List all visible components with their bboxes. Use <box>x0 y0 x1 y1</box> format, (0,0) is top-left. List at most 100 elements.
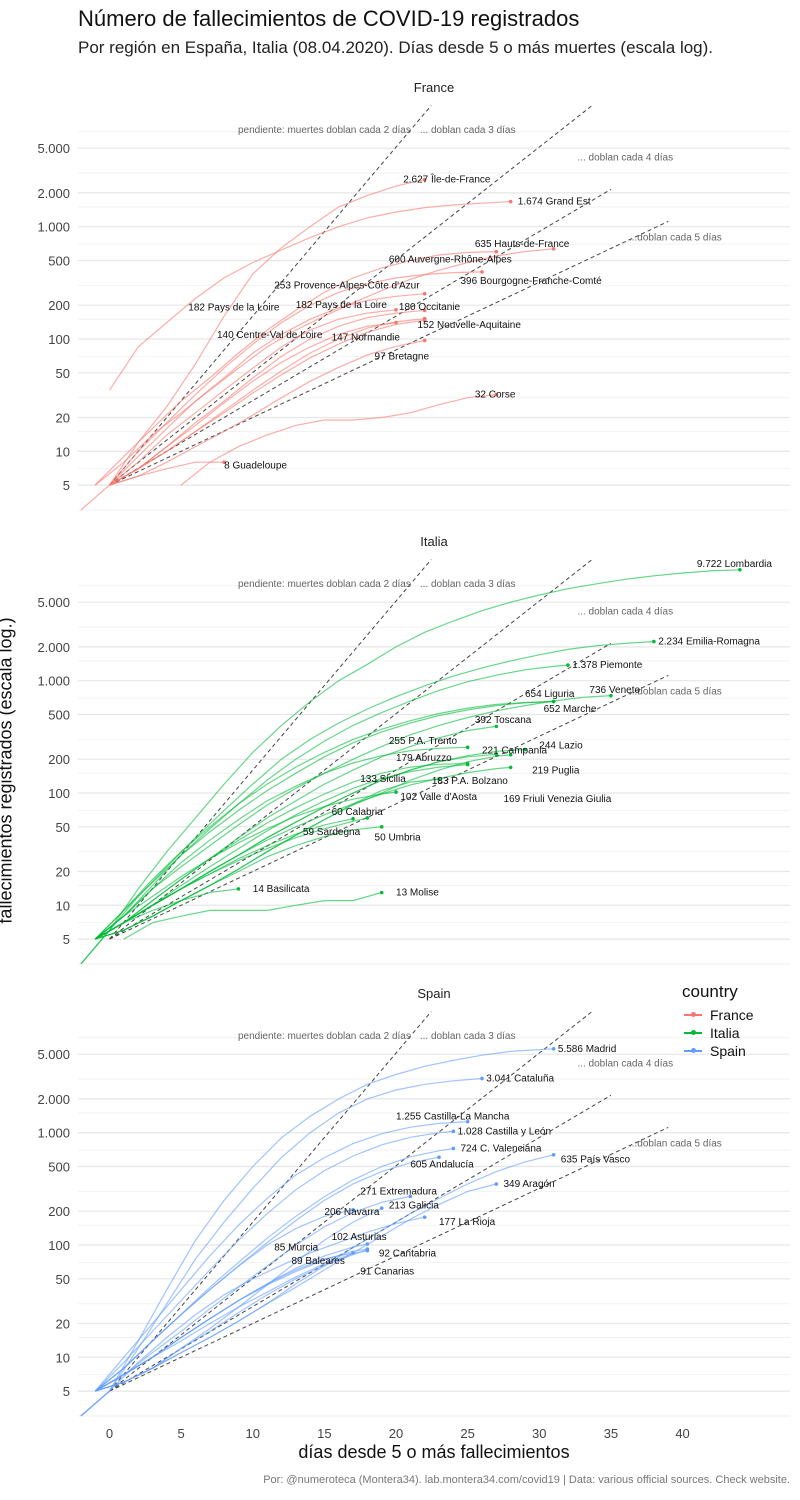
series-end-point <box>451 1146 456 1151</box>
series-line <box>94 700 554 940</box>
legend-title: country <box>682 982 738 1001</box>
y-tick-label: 50 <box>56 366 70 381</box>
series-line <box>109 293 425 486</box>
series-line <box>94 1195 411 1392</box>
series-line <box>94 1121 468 1392</box>
series-end-point <box>422 318 427 323</box>
series-label: 392 Toscana <box>475 715 532 726</box>
legend-label-italia: Italia <box>710 1025 740 1041</box>
series-line <box>109 322 397 486</box>
panel-spain: Spain 5 10 20 50 100 200 500 1.000 2.000 5.000 pend… <box>37 986 790 1417</box>
y-tick-label: 200 <box>48 1204 70 1219</box>
series-label: 396 Bourgogne-Franche-Comté <box>461 276 603 287</box>
series-end-point <box>394 320 398 325</box>
series-end-point <box>365 1247 370 1252</box>
x-axis-label: días desde 5 o más fallecimientos <box>298 1442 570 1462</box>
series-label: 32 Corse <box>475 390 516 401</box>
series-label: 605 Andalucía <box>410 1160 474 1171</box>
caption: Por: @numeroteca (Montera34). lab.monter… <box>263 1474 790 1486</box>
series-line <box>94 1209 354 1392</box>
y-tick-label: 10 <box>56 444 70 459</box>
y-tick-label: 500 <box>48 708 70 723</box>
y-tick-label: 20 <box>56 1316 70 1331</box>
series-line <box>95 1183 497 1392</box>
series-label: 180 Occitanie <box>399 302 461 313</box>
series-line <box>109 339 425 486</box>
doubling-line <box>109 1011 593 1392</box>
series-end-point <box>422 308 427 313</box>
series-end-point <box>465 745 470 750</box>
chart-title: Número de fallecimientos de COVID-19 reg… <box>78 6 580 31</box>
series-line <box>94 762 468 940</box>
series-end-point <box>480 1076 484 1081</box>
x-tick-label: 10 <box>246 1426 260 1441</box>
series-end-point <box>508 765 513 770</box>
panel-title: Spain <box>417 986 450 1001</box>
series-line <box>80 1077 483 1417</box>
doubling-line <box>109 188 612 486</box>
doubling-label: ...doblan cada 5 días <box>629 687 722 698</box>
series-line <box>94 1130 454 1392</box>
series-label: 92 Cantabria <box>379 1248 437 1259</box>
series-label: 182 Pays de la Loire <box>188 303 280 314</box>
series-label: 59 Sardegna <box>303 827 361 838</box>
series-line <box>94 248 554 486</box>
series-line <box>80 1216 425 1417</box>
x-tick-label: 35 <box>604 1426 618 1441</box>
series-label: 1.674 Grand Est <box>518 197 591 208</box>
series-end-point <box>551 247 556 251</box>
chart-subtitle: Por región en España, Italia (08.04.2020… <box>78 38 714 57</box>
series-label: 736 Veneto <box>589 685 640 696</box>
series-end-point <box>738 567 742 572</box>
series-label: 221 Campania <box>482 745 547 756</box>
series-end-point <box>551 699 556 704</box>
series-line <box>94 251 497 486</box>
series-end-point <box>394 307 398 312</box>
series-end-point <box>351 816 355 821</box>
series-label: 2.234 Emilia-Romagna <box>658 637 760 648</box>
doubling-label: ... doblan cada 4 días <box>577 606 673 617</box>
y-tick-label: 2.000 <box>37 640 70 655</box>
series-label: 219 Puglia <box>532 766 580 777</box>
legend: country France Italia Spain <box>682 982 754 1060</box>
doubling-label: ... doblan cada 3 días <box>420 579 516 590</box>
series-end-point <box>236 887 241 891</box>
doubling-label: ... doblan cada 4 días <box>577 1058 673 1069</box>
doubling-label: pendiente: muertes doblan cada 2 días <box>238 1031 411 1042</box>
series-end-point <box>437 1155 441 1160</box>
series-end-point <box>566 663 570 667</box>
series-label: 2.627 Île-de-France <box>403 173 491 186</box>
doubling-line <box>109 559 593 940</box>
y-tick-label: 500 <box>48 254 70 269</box>
x-tick-label: 0 <box>106 1426 113 1441</box>
doubling-label: ... doblan cada 3 días <box>420 125 516 136</box>
series-label: 147 Normandie <box>332 333 401 344</box>
series-label: 255 P.A. Trento <box>389 736 458 747</box>
series-label: 152 Nouvelle-Aquitaine <box>418 320 522 331</box>
y-tick-label: 10 <box>56 1350 70 1365</box>
series-end-point <box>494 1182 499 1186</box>
series-label: 244 Lazio <box>539 741 583 752</box>
series-line <box>94 695 611 940</box>
series-label: 183 P.A. Bolzano <box>432 776 508 787</box>
doubling-line <box>109 674 669 940</box>
series-label: 206 Navarra <box>324 1207 379 1218</box>
x-tick-label: 30 <box>532 1426 546 1441</box>
series-label: 182 Pays de la Loire <box>296 300 388 311</box>
series-line <box>94 1248 368 1392</box>
series-end-point <box>422 338 427 343</box>
panel-title: France <box>414 80 454 95</box>
y-tick-label: 1.000 <box>37 220 70 235</box>
series-label: 169 Friuli Venezia Giulia <box>503 794 611 805</box>
series-label: 724 C. Valenciana <box>461 1143 542 1154</box>
series-line <box>109 461 225 486</box>
series-label: 9.722 Lombardia <box>697 559 772 570</box>
y-tick-label: 10 <box>56 898 70 913</box>
series-end-point <box>365 1242 370 1246</box>
legend-item-spain: Spain <box>682 1042 754 1060</box>
y-axis-label-wrap: fallecimientos registrados (escala log.) <box>0 617 36 923</box>
series-end-point <box>365 816 370 820</box>
series-label: 89 Baleares <box>291 1256 344 1267</box>
series-line <box>109 271 483 486</box>
